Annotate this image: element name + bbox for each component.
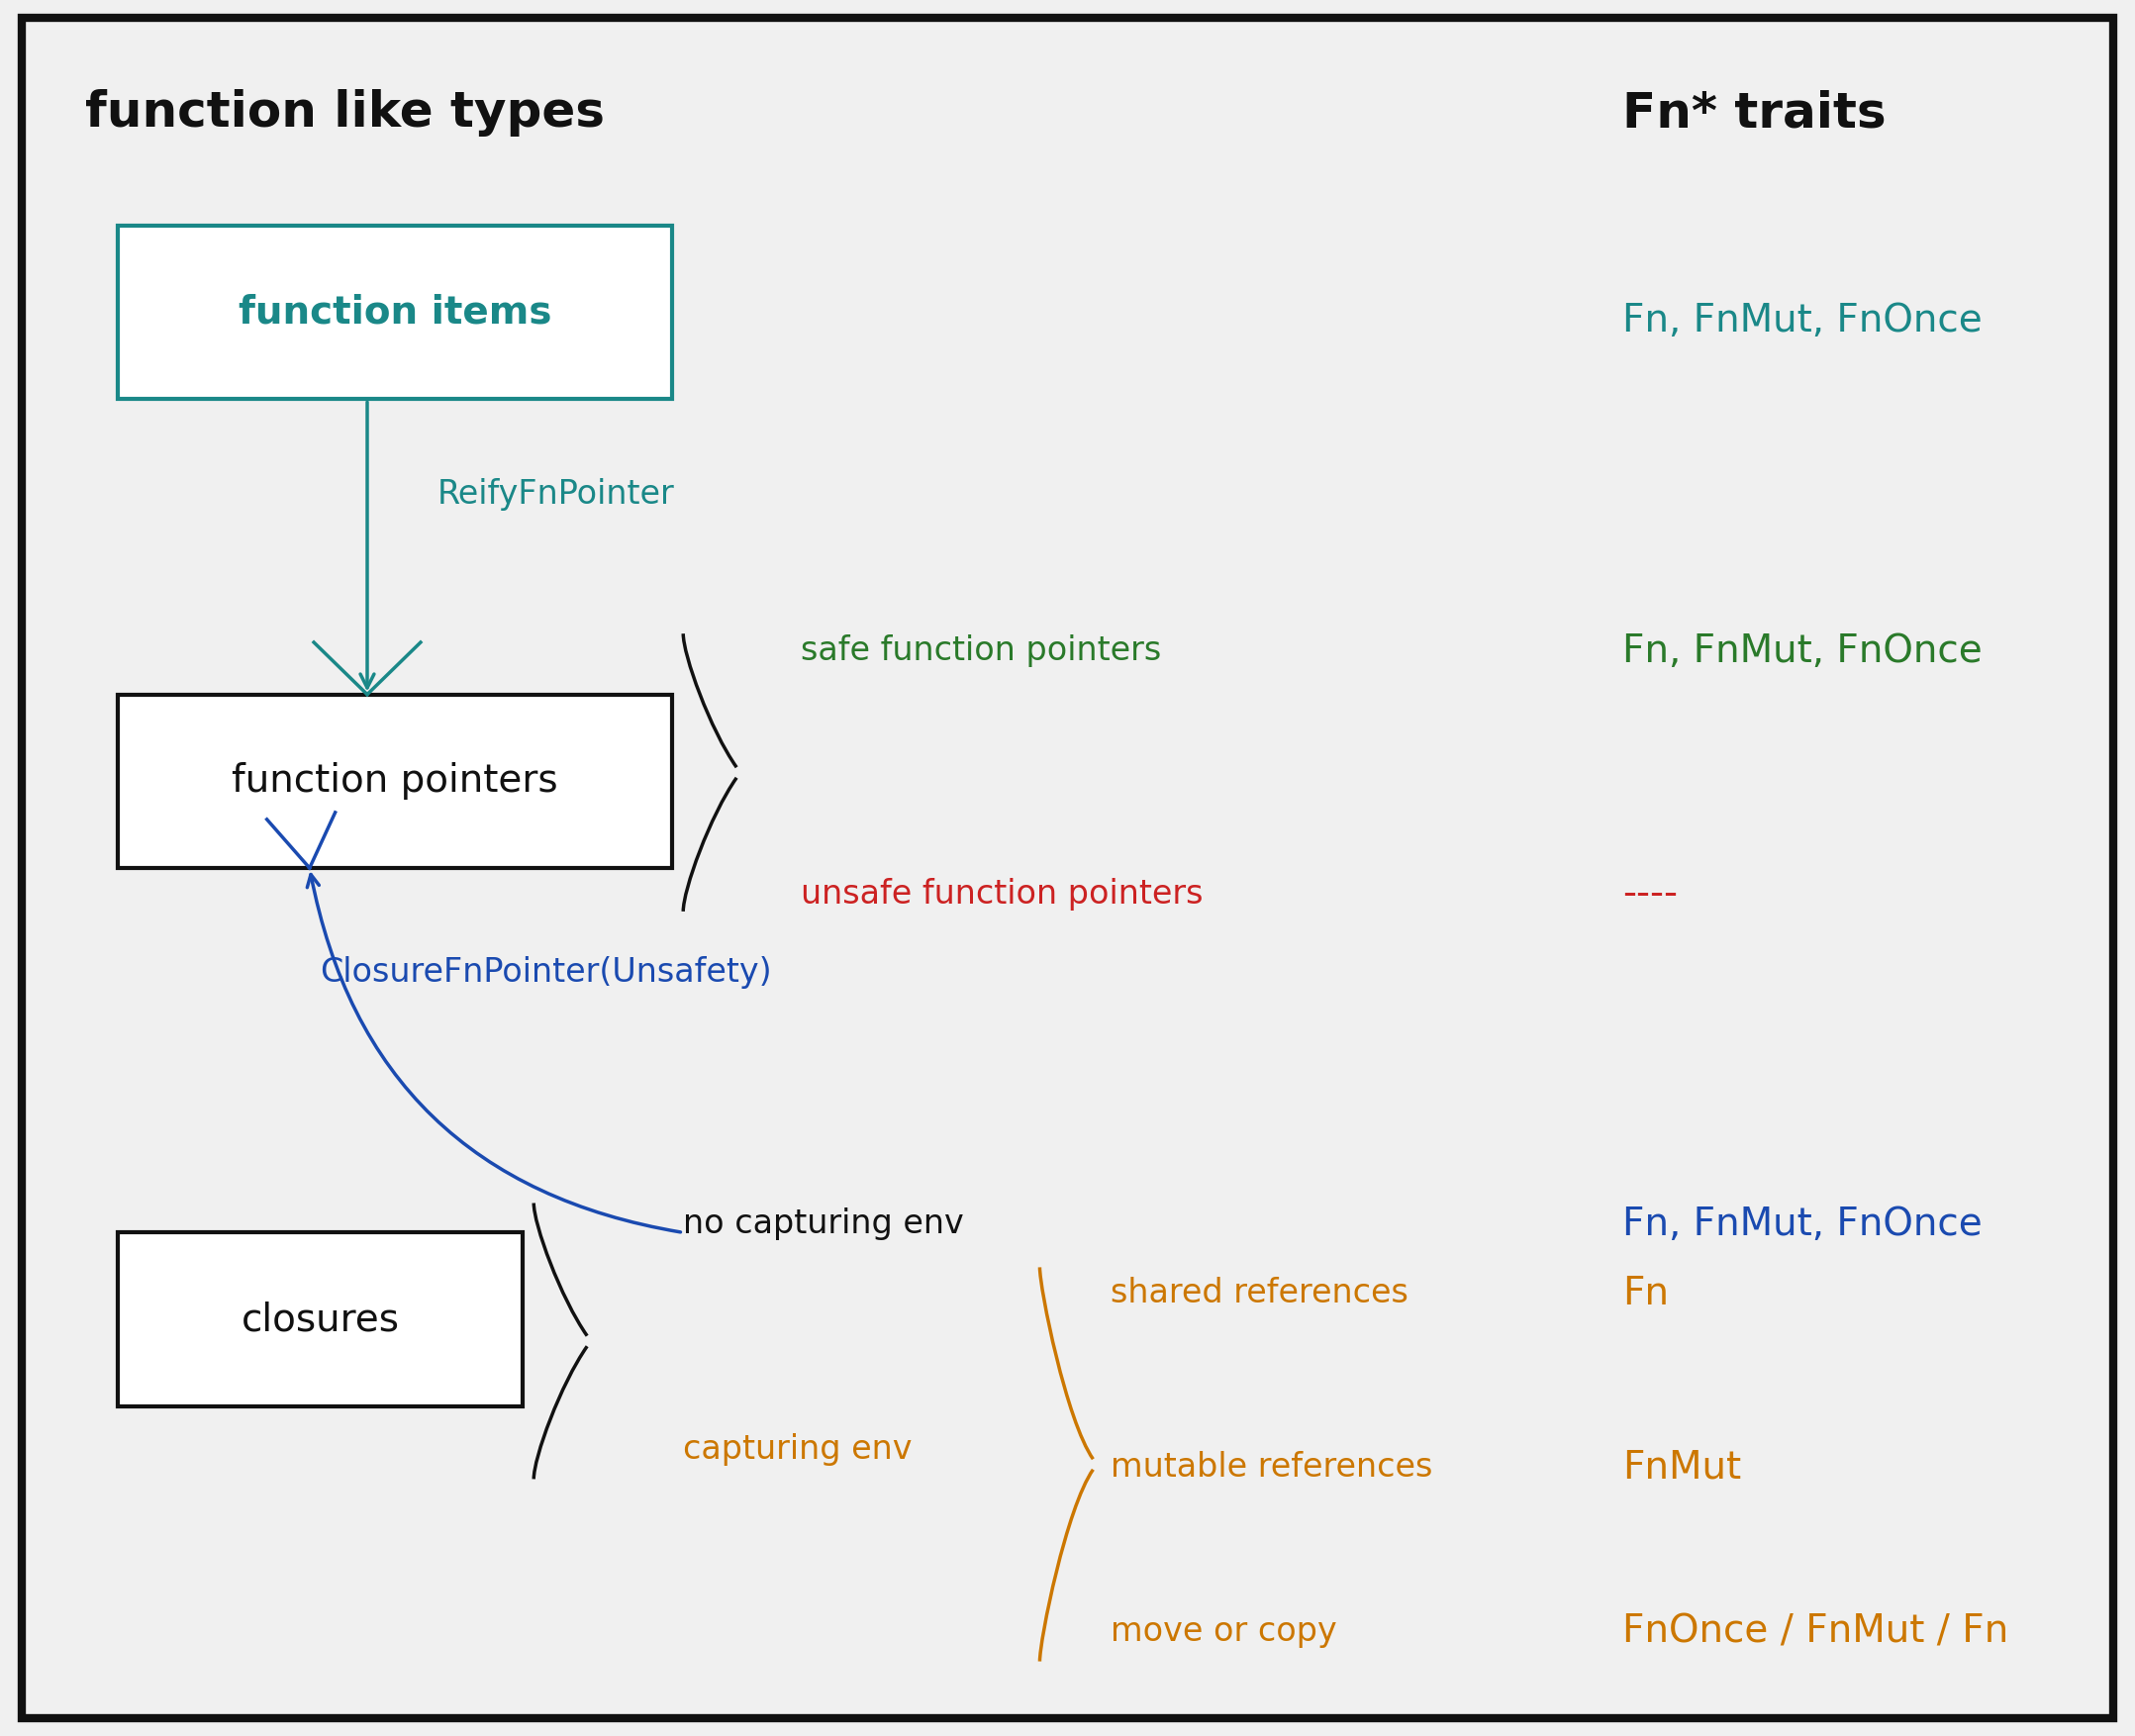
Bar <box>117 226 673 399</box>
Text: function pointers: function pointers <box>233 762 557 800</box>
Text: shared references: shared references <box>1110 1278 1407 1309</box>
Text: ReifyFnPointer: ReifyFnPointer <box>438 479 675 510</box>
Text: Fn: Fn <box>1623 1274 1670 1312</box>
Text: Fn, FnMut, FnOnce: Fn, FnMut, FnOnce <box>1623 1205 1983 1243</box>
Text: ----: ---- <box>1623 875 1678 913</box>
Text: mutable references: mutable references <box>1110 1451 1433 1483</box>
Text: Fn, FnMut, FnOnce: Fn, FnMut, FnOnce <box>1623 302 1983 340</box>
Text: FnMut: FnMut <box>1623 1448 1742 1486</box>
Text: unsafe function pointers: unsafe function pointers <box>801 878 1202 910</box>
Text: no capturing env: no capturing env <box>683 1208 965 1240</box>
Text: function items: function items <box>239 293 551 332</box>
Text: move or copy: move or copy <box>1110 1616 1337 1647</box>
Text: capturing env: capturing env <box>683 1434 912 1465</box>
Text: FnOnce / FnMut / Fn: FnOnce / FnMut / Fn <box>1623 1613 2009 1651</box>
Text: ClosureFnPointer(Unsafety): ClosureFnPointer(Unsafety) <box>320 957 773 988</box>
Text: Fn, FnMut, FnOnce: Fn, FnMut, FnOnce <box>1623 632 1983 670</box>
Text: closures: closures <box>241 1300 399 1338</box>
Text: function like types: function like types <box>85 89 604 137</box>
Bar <box>117 694 673 868</box>
Text: safe function pointers: safe function pointers <box>801 635 1161 667</box>
Bar <box>117 1233 523 1406</box>
Text: Fn* traits: Fn* traits <box>1623 89 1887 137</box>
